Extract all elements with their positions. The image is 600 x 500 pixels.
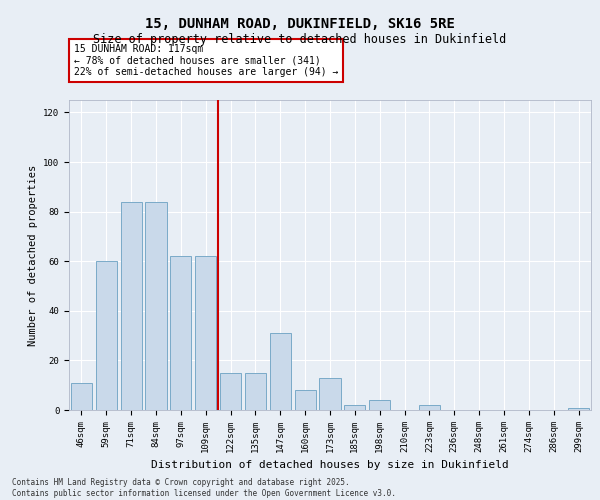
Text: Size of property relative to detached houses in Dukinfield: Size of property relative to detached ho… (94, 32, 506, 46)
Y-axis label: Number of detached properties: Number of detached properties (28, 164, 38, 346)
Bar (121, 202, 142, 410)
Bar (71, 382, 92, 410)
Text: 15, DUNHAM ROAD, DUKINFIELD, SK16 5RE: 15, DUNHAM ROAD, DUKINFIELD, SK16 5RE (145, 18, 455, 32)
Bar (270, 333, 291, 410)
Bar (568, 408, 589, 410)
Bar (419, 405, 440, 410)
X-axis label: Distribution of detached houses by size in Dukinfield: Distribution of detached houses by size … (151, 460, 509, 470)
Bar (195, 256, 216, 410)
Text: 15 DUNHAM ROAD: 117sqm
← 78% of detached houses are smaller (341)
22% of semi-de: 15 DUNHAM ROAD: 117sqm ← 78% of detached… (74, 44, 338, 78)
Bar (96, 261, 117, 410)
Bar (344, 405, 365, 410)
Bar (295, 390, 316, 410)
Bar (170, 256, 191, 410)
Bar (220, 373, 241, 410)
Bar (245, 373, 266, 410)
Bar (319, 378, 341, 410)
Bar (145, 202, 167, 410)
Bar (369, 400, 390, 410)
Text: Contains HM Land Registry data © Crown copyright and database right 2025.
Contai: Contains HM Land Registry data © Crown c… (12, 478, 396, 498)
